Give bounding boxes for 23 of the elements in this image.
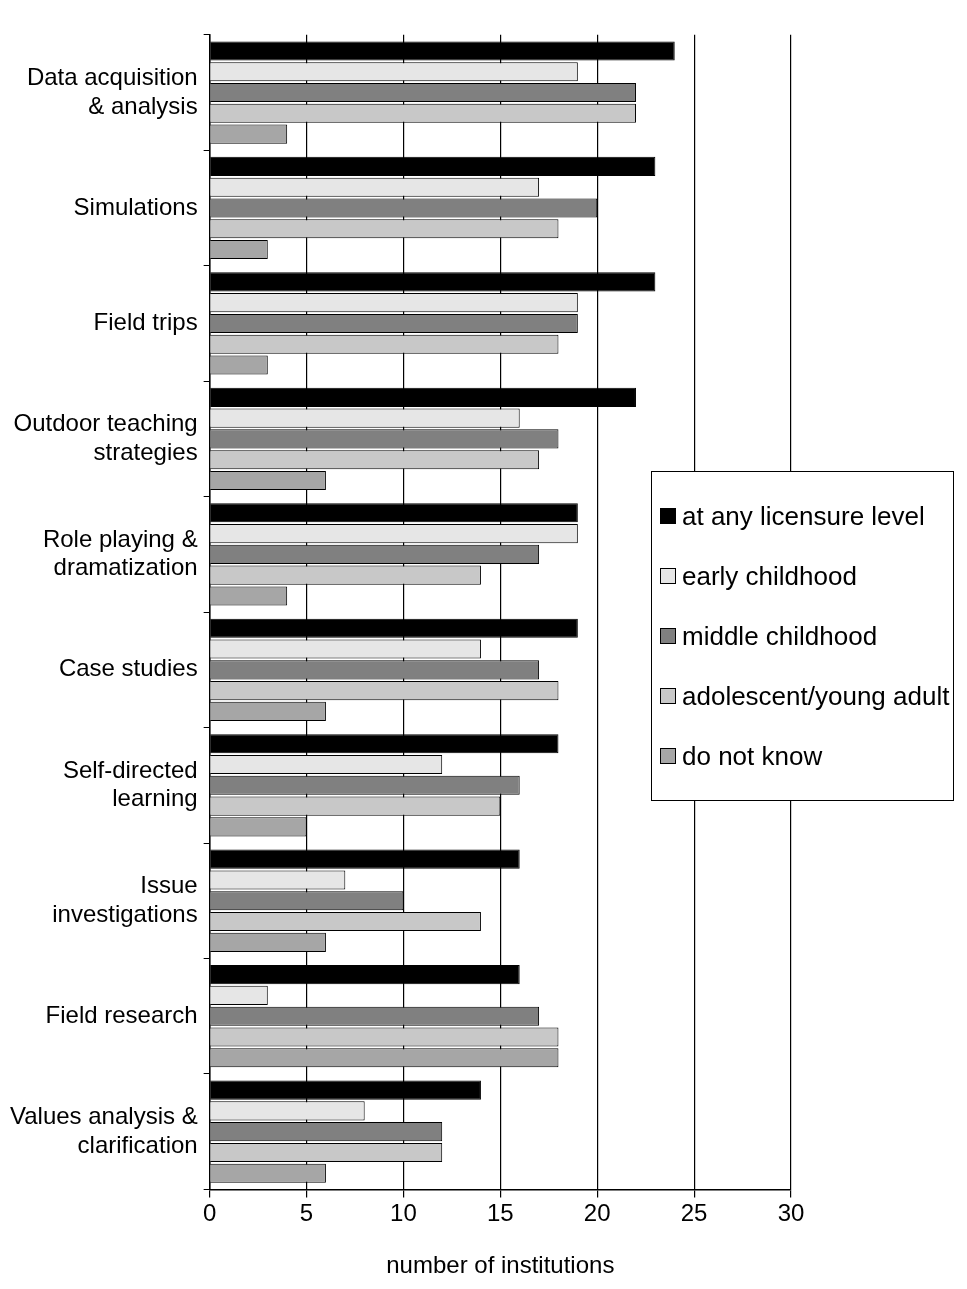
x-tick-label: 15 (486, 1199, 514, 1227)
x-tick-label: 5 (299, 1199, 314, 1227)
x-tick-label: 20 (583, 1199, 611, 1227)
y-tick-label: Field research (45, 1000, 198, 1028)
y-tick-label: Field trips (93, 308, 198, 336)
y-tick-label: Simulations (73, 192, 198, 220)
y-tick-label: Self-directed learning (62, 755, 198, 812)
y-tick-label: Issue investigations (52, 870, 198, 927)
y-tick-label: Role playing & dramatization (42, 524, 198, 581)
y-tick-label: Values analysis & clarification (10, 1101, 198, 1158)
x-axis-title: number of institutions (386, 1251, 615, 1279)
legend-label: at any licensure level (682, 500, 925, 532)
y-tick-label: Outdoor teaching strategies (13, 409, 198, 465)
y-tick-label: Data acquisition & analysis (26, 62, 198, 119)
x-tick-label: 10 (390, 1199, 417, 1227)
legend-label: early childhood (682, 560, 857, 592)
legend-label: adolescent/young adult (682, 680, 950, 712)
x-tick-label: 30 (777, 1199, 805, 1227)
x-tick-label: 25 (680, 1199, 708, 1227)
legend-label: middle childhood (682, 620, 878, 652)
legend-label: do not know (682, 740, 823, 772)
y-tick-label: Case studies (58, 654, 198, 682)
x-tick-label: 0 (202, 1199, 217, 1227)
